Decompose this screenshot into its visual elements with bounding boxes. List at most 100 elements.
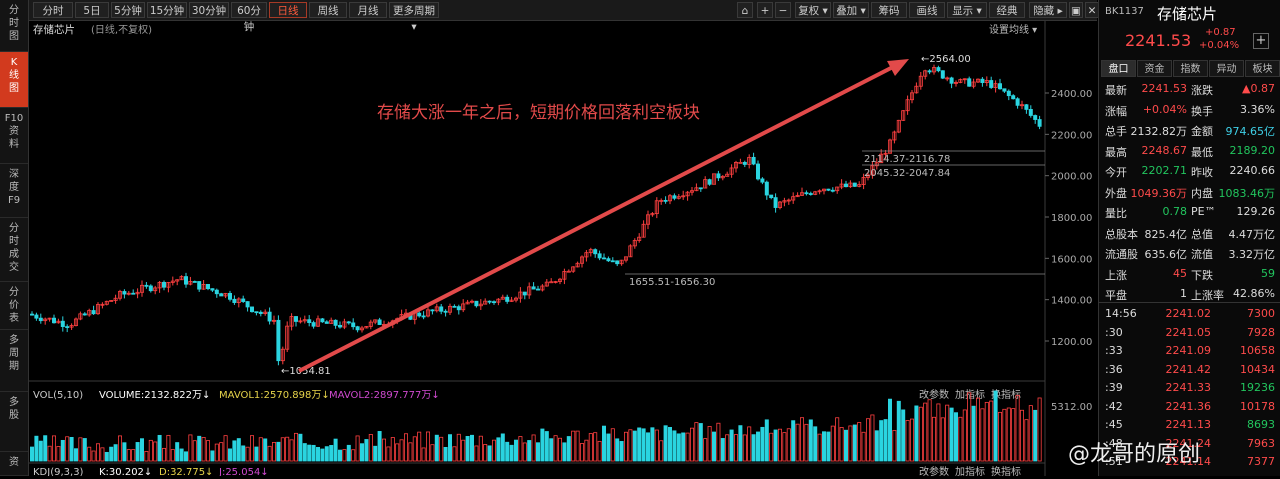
period-1[interactable]: 5日 — [75, 2, 109, 18]
close-icon[interactable]: ✕ — [1085, 2, 1099, 18]
left-nav-item-0[interactable]: 分 时 图 — [0, 0, 28, 52]
period-7[interactable]: 周线 — [309, 2, 347, 18]
vol-bar-139 — [641, 428, 646, 462]
zoom-in-icon[interactable]: + — [757, 2, 773, 18]
kdj-link-2[interactable]: 换指标 — [991, 465, 1021, 478]
candle-body-176 — [804, 192, 809, 195]
toolbar-item-3[interactable]: 画线 — [909, 2, 945, 18]
vol-bar-122 — [566, 436, 571, 462]
quote-label: 上涨 — [1105, 268, 1127, 282]
candle-body-175 — [800, 192, 805, 196]
left-nav-item-3[interactable]: 深 度 F9 — [0, 164, 28, 218]
kline-chart[interactable]: 存储芯片 (日线,不复权) 设置均线 ▾ 2400.00 2200.00 2000.00 1… — [29, 21, 1097, 478]
vol-bar-71 — [342, 449, 347, 462]
vol-bar-22 — [126, 449, 131, 462]
left-nav-item-7[interactable]: 多 股 — [0, 392, 28, 452]
vol-link-2[interactable]: 换指标 — [991, 388, 1021, 401]
stock-price: 2241.53 — [1125, 31, 1192, 50]
y-tick-label-2: 2000.00 — [1051, 172, 1092, 183]
vol-bar-110 — [513, 439, 518, 462]
period-6[interactable]: 日线 — [269, 2, 307, 18]
toolbar-item-1[interactable]: 叠加 ▾ — [833, 2, 869, 18]
vol-bar-46 — [232, 440, 237, 462]
period-8[interactable]: 月线 — [349, 2, 387, 18]
candle-body-61 — [298, 320, 303, 323]
vol-bar-216 — [980, 408, 985, 462]
vol-bar-4 — [47, 445, 52, 462]
toolbar-item-2[interactable]: 筹码 — [871, 2, 907, 18]
lock-icon[interactable]: ⌂ — [737, 2, 753, 18]
quote-tab-1[interactable]: 资金 — [1137, 60, 1172, 77]
vol-bar-61 — [298, 433, 303, 462]
candle-body-161 — [738, 161, 743, 164]
candle-body-138 — [637, 236, 642, 241]
kdj-d: D:32.775↓ — [159, 467, 213, 476]
vol-bar-125 — [580, 443, 585, 462]
left-nav-item-6[interactable]: 多 周 期 — [0, 330, 28, 392]
left-nav-item-4[interactable]: 分 时 成 交 — [0, 218, 28, 282]
vol-bar-209 — [949, 407, 954, 462]
vol-bar-29 — [157, 434, 162, 462]
quote-value: 42.86% — [1233, 287, 1275, 300]
vol-bar-147 — [676, 433, 681, 462]
zoom-out-icon[interactable]: − — [775, 2, 791, 18]
quote-tab-4[interactable]: 板块 — [1245, 60, 1280, 77]
quote-tab-2[interactable]: 指数 — [1173, 60, 1208, 77]
left-nav-item-5[interactable]: 分 价 表 — [0, 282, 28, 330]
vol-bar-55 — [271, 441, 276, 462]
quote-value: 1083.46万 — [1218, 186, 1276, 200]
candle-body-150 — [690, 190, 695, 193]
candle-body-89 — [421, 315, 426, 318]
add-watchlist-icon[interactable]: + — [1253, 33, 1269, 49]
candle-body-112 — [522, 291, 527, 296]
quote-tab-3[interactable]: 异动 — [1209, 60, 1244, 77]
vol-bar-94 — [443, 446, 448, 462]
period-2[interactable]: 5分钟 — [111, 2, 145, 18]
period-3[interactable]: 15分钟 — [147, 2, 187, 18]
quote-value: 3.36% — [1240, 102, 1275, 116]
vol-bar-59 — [289, 439, 294, 462]
candle-body-131 — [606, 258, 611, 262]
period-0[interactable]: 分时 — [33, 2, 73, 18]
toolbar-item-6[interactable]: 隐藏 ▸ — [1029, 2, 1067, 18]
candle-body-219 — [993, 83, 998, 88]
period-4[interactable]: 30分钟 — [189, 2, 229, 18]
toolbar-item-5[interactable]: 经典 — [989, 2, 1025, 18]
toolbar-item-4[interactable]: 显示 ▾ — [947, 2, 987, 18]
left-nav-item-1[interactable]: K 线 图 — [0, 52, 28, 108]
candle-body-167 — [764, 181, 769, 196]
period-5[interactable]: 60分钟 — [231, 2, 267, 33]
vol-bar-116 — [540, 428, 545, 462]
vol-bar-219 — [993, 390, 998, 462]
candle-body-162 — [742, 161, 747, 165]
annotation-text: 存储大涨一年之后，短期价格回落利空板块 — [377, 103, 700, 123]
vol-bar-121 — [562, 442, 567, 462]
left-nav-item-2[interactable]: F10 资 料 — [0, 108, 28, 164]
quote-value: 825.4亿 — [1144, 227, 1188, 241]
vol-bar-26 — [144, 450, 149, 462]
quote-tab-0[interactable]: 盘口 — [1101, 60, 1136, 77]
candle-body-36 — [188, 281, 193, 285]
vol-bar-182 — [830, 425, 835, 462]
candle-body-129 — [597, 253, 602, 259]
restore-icon[interactable]: ▣ — [1069, 2, 1083, 18]
vol-bar-175 — [800, 417, 805, 462]
period-9[interactable]: 更多周期 ▾ — [389, 2, 439, 33]
candle-body-104 — [487, 300, 492, 303]
candle-body-79 — [377, 319, 382, 325]
candle-body-210 — [954, 82, 959, 84]
kdj-link-1[interactable]: 加指标 — [955, 465, 985, 478]
kdj-link-0[interactable]: 改参数 — [919, 465, 949, 478]
tick-volume: 10178 — [1240, 399, 1275, 413]
candle-body-70 — [337, 324, 342, 328]
left-nav-item-8[interactable]: 资 — [0, 452, 28, 476]
candle-body-25 — [140, 284, 145, 293]
vol-bar-213 — [967, 392, 972, 462]
candle-body-214 — [971, 81, 976, 87]
vol-link-0[interactable]: 改参数 — [919, 388, 949, 401]
toolbar-item-0[interactable]: 复权 ▾ — [795, 2, 831, 18]
vol-bar-76 — [364, 439, 369, 462]
vol-link-1[interactable]: 加指标 — [955, 388, 985, 401]
candle-body-39 — [201, 284, 206, 290]
vol-bar-86 — [408, 442, 413, 462]
